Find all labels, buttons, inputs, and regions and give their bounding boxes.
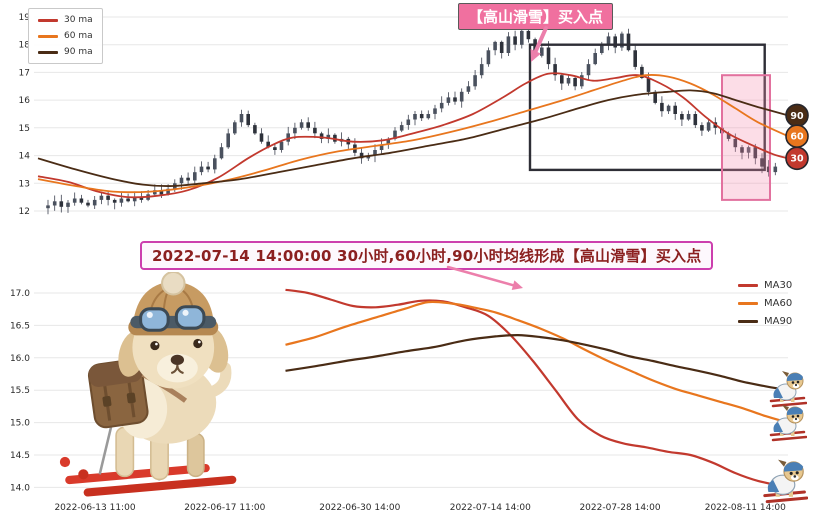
legend-label-90ma: 90 ma xyxy=(64,47,93,57)
legend-item-MA60: MA60 xyxy=(738,298,792,309)
svg-text:2022-06-17 11:00: 2022-06-17 11:00 xyxy=(184,503,265,513)
top-axis: 12 13 14 15 16 17 18 19 xyxy=(19,13,788,217)
ski-dog-art xyxy=(59,272,237,497)
svg-text:14.0: 14.0 xyxy=(10,483,30,493)
top-ma-line-30ma xyxy=(37,72,789,199)
ski-dog-illustration xyxy=(50,272,270,507)
svg-text:2022-07-14 14:00: 2022-07-14 14:00 xyxy=(450,503,531,513)
svg-text:16.0: 16.0 xyxy=(10,354,30,364)
skis xyxy=(59,456,237,497)
eye-glint xyxy=(198,340,201,344)
svg-text:2022-06-30 14:00: 2022-06-30 14:00 xyxy=(319,503,400,513)
svg-text:18: 18 xyxy=(19,41,31,51)
legend-label-60ma: 60 ma xyxy=(64,31,93,41)
bottom-chart-legend: MA30 MA60 MA90 xyxy=(738,280,792,327)
top-ma-line-90ma xyxy=(37,89,789,187)
MA60-line-swatch xyxy=(738,302,758,305)
svg-text:90: 90 xyxy=(790,111,804,122)
legend-label-MA60: MA60 xyxy=(764,298,793,309)
mini-ski-dog-icon xyxy=(769,403,807,442)
dog-tail xyxy=(204,362,232,399)
signal-annotation: 2022-07-14 14:00:00 30小时,60小时,90小时均线形成【高… xyxy=(140,241,714,270)
eye-glint xyxy=(155,342,158,346)
price-candlestick-chart: 12 13 14 15 16 17 18 19 90 60 30 xyxy=(19,13,809,217)
svg-text:30: 30 xyxy=(790,154,804,165)
svg-text:2022-08-11 14:00: 2022-08-11 14:00 xyxy=(705,503,786,513)
svg-text:15: 15 xyxy=(19,124,30,134)
svg-text:15.0: 15.0 xyxy=(10,419,30,429)
bottom-ma-line-MA30 xyxy=(285,288,789,489)
legend-label-30ma: 30 ma xyxy=(64,15,93,25)
dog-nose xyxy=(170,354,185,365)
legend-label-MA30: MA30 xyxy=(764,280,793,291)
buy-point-annotation: 【高山滑雪】买入点 xyxy=(458,3,614,30)
svg-text:17.0: 17.0 xyxy=(10,289,30,299)
bottom-ma-line-MA90 xyxy=(285,333,789,392)
legend-item-30ma: 30 ma xyxy=(38,15,93,25)
legend-label-MA90: MA90 xyxy=(764,316,793,327)
svg-text:19: 19 xyxy=(19,13,31,23)
svg-text:16.5: 16.5 xyxy=(10,321,30,331)
dog-legs xyxy=(115,426,205,481)
ma-badge-90: 90 xyxy=(785,103,809,128)
top-ma-line-60ma xyxy=(37,74,789,194)
legend-item-MA90: MA90 xyxy=(738,316,792,327)
ma90-line-swatch xyxy=(38,50,58,54)
MA30-line-swatch xyxy=(738,284,758,287)
dog-mouth xyxy=(170,364,184,375)
mini-ski-dog-icon xyxy=(763,458,808,504)
top-chart-legend: 30 ma 60 ma 90 ma xyxy=(28,8,103,64)
ma-badge-30: 30 xyxy=(785,146,809,171)
ma60-line-swatch xyxy=(38,34,58,38)
svg-text:15.5: 15.5 xyxy=(10,386,30,396)
legend-item-90ma: 90 ma xyxy=(38,47,93,57)
breakdown-highlight-box xyxy=(721,74,771,201)
ski-pole xyxy=(98,422,114,475)
svg-text:2022-06-13 11:00: 2022-06-13 11:00 xyxy=(54,503,135,513)
svg-text:16: 16 xyxy=(19,96,31,106)
svg-text:2022-07-28 14:00: 2022-07-28 14:00 xyxy=(579,503,660,513)
dog-eye-left xyxy=(150,340,160,351)
pattern-highlight-box xyxy=(528,43,766,172)
bottom-ma-line-MA60 xyxy=(285,300,789,424)
legend-item-MA30: MA30 xyxy=(738,280,792,291)
ma30-line-swatch xyxy=(38,18,58,22)
svg-text:17: 17 xyxy=(19,68,30,78)
legend-item-60ma: 60 ma xyxy=(38,31,93,41)
svg-text:14: 14 xyxy=(19,152,31,162)
svg-text:14.5: 14.5 xyxy=(10,451,30,461)
svg-text:13: 13 xyxy=(19,179,30,189)
dog-eye-right xyxy=(193,338,203,349)
svg-text:60: 60 xyxy=(790,132,804,143)
MA90-line-swatch xyxy=(738,320,758,323)
ma-badge-60: 60 xyxy=(785,124,809,148)
svg-text:12: 12 xyxy=(19,207,30,217)
ski-goggles xyxy=(130,305,217,332)
